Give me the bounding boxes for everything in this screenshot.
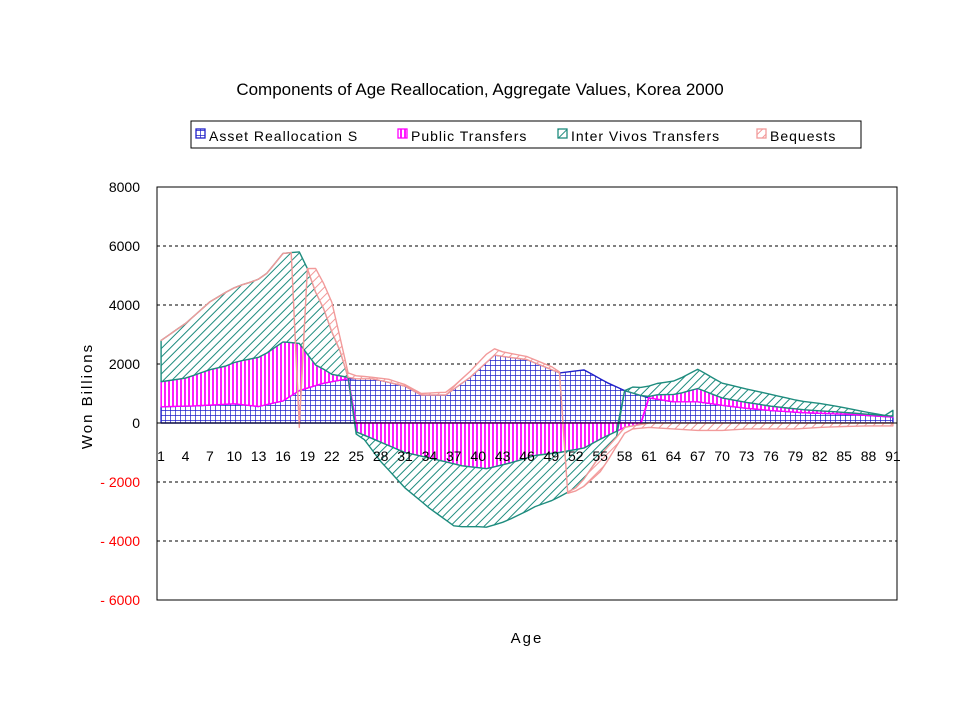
legend-swatch-3: [557, 128, 568, 139]
y-tick-label: 2000: [109, 356, 140, 372]
x-tick-label: 31: [397, 448, 413, 464]
x-tick-label: 49: [544, 448, 560, 464]
plot-area: [156, 186, 898, 601]
legend-label-4: Bequests: [770, 128, 836, 144]
y-axis-title: Won Billions: [79, 343, 96, 449]
x-tick-label: 85: [836, 448, 852, 464]
chart-title: Components of Age Reallocation, Aggregat…: [236, 80, 723, 99]
x-tick-label: 19: [300, 448, 316, 464]
legend-swatch-1: [195, 128, 206, 139]
x-tick-label: 10: [226, 448, 242, 464]
x-tick-label: 22: [324, 448, 340, 464]
x-tick-label: 70: [714, 448, 730, 464]
legend-swatch-4: [756, 128, 767, 139]
x-tick-label: 67: [690, 448, 706, 464]
x-tick-label: 28: [373, 448, 389, 464]
legend: Asset Reallocation S Public Transfers Inte…: [190, 120, 862, 149]
x-tick-label: 16: [275, 448, 291, 464]
x-tick-label: 73: [739, 448, 755, 464]
x-tick-label: 40: [470, 448, 486, 464]
y-tick-label: 4000: [109, 297, 140, 313]
x-tick-label: 4: [182, 448, 190, 464]
x-axis-title: Age: [511, 630, 544, 647]
y-tick-label: - 2000: [100, 474, 140, 490]
x-tick-label: 61: [641, 448, 657, 464]
x-tick-label: 52: [568, 448, 584, 464]
x-tick-label: 13: [251, 448, 267, 464]
legend-label-2: Public Transfers: [411, 128, 527, 144]
legend-swatch-2: [397, 128, 408, 139]
x-tick-label: 64: [666, 448, 682, 464]
x-tick-label: 43: [495, 448, 511, 464]
legend-label-3: Inter Vivos Transfers: [571, 128, 720, 144]
x-tick-label: 76: [763, 448, 779, 464]
y-tick-label: 0: [132, 415, 140, 431]
y-tick-label: 6000: [109, 238, 140, 254]
x-tick-label: 37: [446, 448, 462, 464]
y-tick-label: - 4000: [100, 533, 140, 549]
legend-frame: [190, 120, 862, 149]
x-tick-label: 91: [885, 448, 901, 464]
x-tick-label: 7: [206, 448, 214, 464]
x-tick-label: 82: [812, 448, 828, 464]
y-tick-label: - 6000: [100, 592, 140, 608]
x-tick-label: 55: [592, 448, 608, 464]
legend-label-1: Asset Reallocation S: [209, 128, 358, 144]
series-area-3: [160, 251, 894, 528]
x-tick-label: 79: [788, 448, 804, 464]
y-tick-label: 8000: [109, 179, 140, 195]
x-tick-label: 88: [861, 448, 877, 464]
x-tick-label: 34: [422, 448, 438, 464]
x-tick-label: 46: [519, 448, 535, 464]
x-tick-label: 1: [157, 448, 165, 464]
x-tick-label: 25: [348, 448, 364, 464]
x-tick-label: 58: [617, 448, 633, 464]
series-area-4: [160, 251, 894, 494]
